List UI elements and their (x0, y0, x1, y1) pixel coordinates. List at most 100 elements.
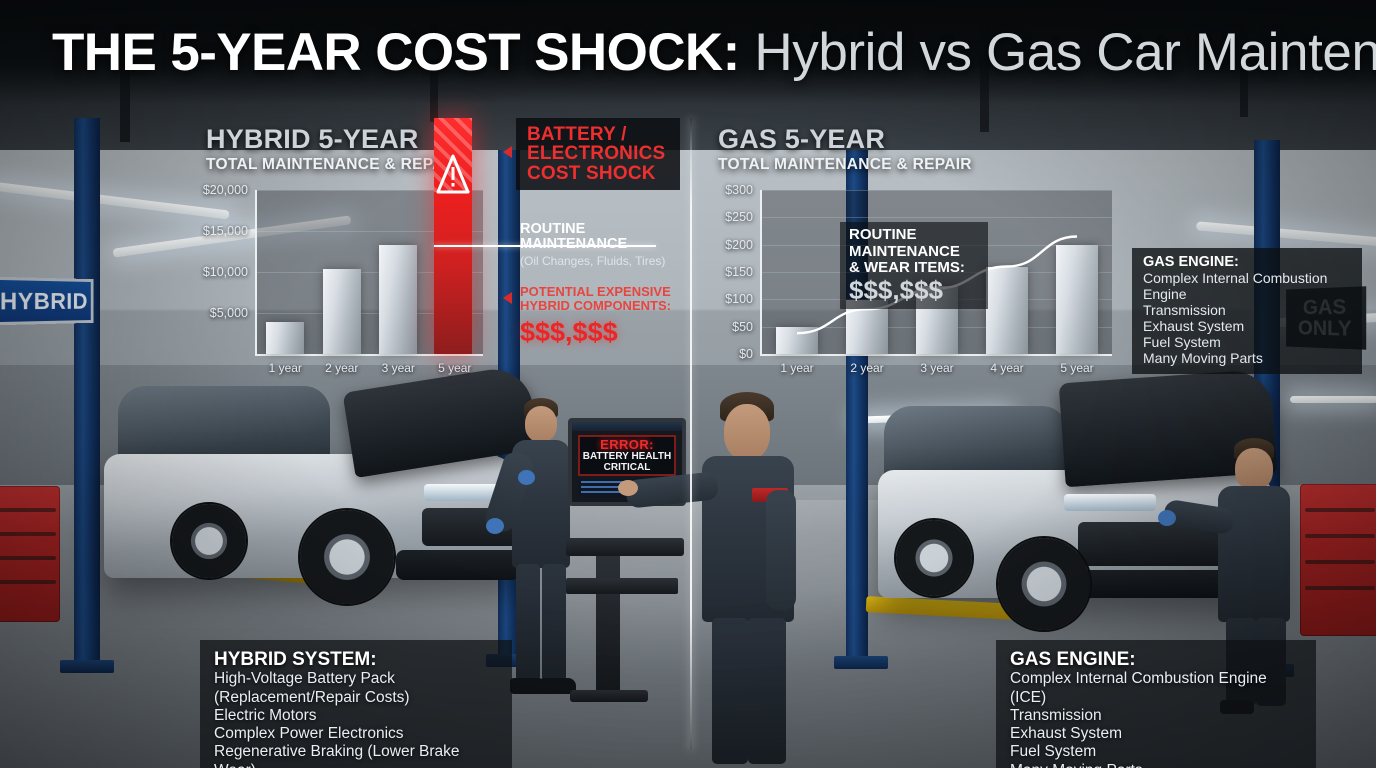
routine-maint-line1: ROUTINE (520, 221, 586, 237)
gas-routine-amount: $$$,$$$ (849, 274, 943, 305)
routine-maint-note: (Oil Changes, Fluids, Tires) (520, 253, 666, 268)
hybrid-system-item: Complex Power Electronics (214, 725, 404, 743)
panel-divider (690, 118, 692, 750)
hybrid-components-callout: POTENTIAL EXPENSIVE HYBRID COMPONENTS: $… (520, 284, 682, 347)
vehicle-headlight (1064, 494, 1156, 511)
page-title: THE 5-YEAR COST SHOCK: Hybrid vs Gas Car… (52, 26, 1376, 79)
hybrid-system-item: High-Voltage Battery Pack (214, 670, 395, 688)
gas-engine-item: Complex Internal Combustion Engine (ICE) (1010, 670, 1267, 706)
technician-leg (712, 618, 748, 764)
monitor-screen: ERROR: BATTERY HEALTH CRITICAL (578, 435, 676, 476)
y-axis-tick-label: $100 (725, 292, 753, 307)
hybrid-components-amount: $$$,$$$ (520, 316, 618, 347)
hybrid-components-line2: HYBRID COMPONENTS: (520, 298, 671, 314)
y-axis-tick-label: $50 (732, 319, 753, 334)
technician-arm (766, 490, 796, 610)
hybrid-bar-5-year-highlight (433, 118, 472, 354)
hybrid-panel-heading: HYBRID 5-YEAR (206, 124, 419, 154)
y-axis-tick-label: $5,000 (209, 306, 248, 320)
monitor-titlebar (572, 422, 682, 431)
gas-engine-item: Fuel System (1010, 743, 1097, 761)
vehicle-bumper (396, 550, 520, 580)
cost-shock-line3: COST SHOCK (527, 162, 656, 184)
gridline (257, 190, 483, 191)
gas-engine-side-item: Exhaust System (1143, 317, 1245, 334)
hybrid-panel-header: HYBRID 5-YEAR TOTAL MAINTENANCE & REPAIR (206, 124, 460, 174)
gas-routine-line1: ROUTINE MAINTENANCE (849, 226, 960, 260)
gridline (762, 190, 1112, 191)
diagnostic-cart-column (596, 556, 620, 696)
x-axis-tick-label: 3 year (920, 361, 954, 375)
gas-panel-subheading: TOTAL MAINTENANCE & REPAIR (718, 156, 972, 173)
ceiling-light (1290, 396, 1376, 403)
gas-vehicle (878, 368, 1278, 648)
diagnostic-cart-shelf (566, 578, 678, 594)
routine-maintenance-callout: ROUTINE MAINTENANCE (Oil Changes, Fluids… (520, 221, 680, 269)
hybrid-panel-subheading: TOTAL MAINTENANCE & REPAIR (206, 156, 460, 173)
warning-triangle-icon (436, 154, 470, 194)
gas-engine-side-callout: GAS ENGINE: Complex Internal Combustion … (1132, 248, 1362, 374)
hybrid-system-summary: HYBRID SYSTEM: High-Voltage Battery Pack… (200, 640, 512, 768)
diagnostic-monitor: ERROR: BATTERY HEALTH CRITICAL (568, 418, 686, 506)
hybrid-system-item: Regenerative Braking (Lower Brake Wear) (214, 743, 460, 768)
technician-glove (518, 470, 535, 485)
hybrid-bay-sign-label: HYBRID (0, 286, 88, 315)
vehicle-wheel (998, 538, 1090, 630)
cost-shock-pointer-arrow (503, 146, 512, 158)
gas-engine-side-item: Transmission (1143, 301, 1226, 318)
x-axis-tick-label: 1 year (780, 361, 814, 375)
monitor-error-line2: CRITICAL (603, 461, 651, 473)
y-axis-tick-label: $150 (725, 265, 753, 279)
lead-technician (618, 392, 820, 764)
gas-engine-item: Many Moving Parts (1010, 762, 1302, 768)
technician-glove (486, 518, 504, 534)
y-axis-tick-label: $15,000 (202, 224, 248, 238)
technician-hand (618, 480, 638, 496)
x-axis-tick-label: 5 year (438, 361, 472, 375)
bar-3-year (379, 244, 418, 354)
gridline (257, 231, 483, 232)
tool-chest (1300, 484, 1376, 636)
x-axis-tick-label: 5 year (1060, 361, 1094, 375)
cost-shock-line2: ELECTRONICS (527, 143, 666, 165)
tool-chest (0, 486, 60, 622)
vehicle-headlight (424, 484, 502, 501)
hybrid-system-heading: HYBRID SYSTEM: (214, 649, 377, 670)
technician-leg (542, 564, 566, 682)
title-light: Hybrid vs Gas Car Maintenance (754, 22, 1376, 82)
gridline (762, 217, 1112, 219)
gas-engine-heading: GAS ENGINE: (1010, 649, 1136, 670)
x-axis-tick-label: 3 year (381, 361, 415, 375)
vehicle-wheel (896, 520, 972, 596)
routine-maint-line2: MAINTENANCE (520, 236, 628, 253)
diagnostic-cart-base (570, 690, 648, 702)
gas-engine-side-item: Fuel System (1143, 333, 1221, 350)
hybrid-bay-sign: HYBRID (0, 276, 94, 326)
monitor-error-heading: ERROR: (600, 436, 654, 452)
y-axis-tick-label: $20,000 (202, 183, 248, 197)
y-axis-tick-label: $300 (725, 183, 753, 197)
x-axis-tick-label: 1 year (268, 361, 302, 375)
bar-1-year (776, 326, 818, 354)
y-axis-tick-label: $250 (725, 210, 753, 225)
gridline (257, 313, 483, 314)
technician-leg (516, 564, 540, 682)
gridline (257, 272, 483, 273)
title-strong: THE 5-YEAR COST SHOCK: (52, 22, 740, 82)
technician-boot (510, 678, 546, 694)
y-axis-tick-label: $10,000 (202, 265, 248, 279)
technician-head (1235, 448, 1273, 490)
technician-coveralls (1218, 486, 1290, 622)
gas-panel-header: GAS 5-YEAR TOTAL MAINTENANCE & REPAIR (718, 124, 972, 174)
technician-head (525, 406, 557, 442)
battery-cost-shock-callout: BATTERY / ELECTRONICS COST SHOCK (516, 118, 680, 191)
gas-engine-side-item: Many Moving Parts (1143, 349, 1263, 366)
cost-shock-line1: BATTERY / (527, 124, 627, 145)
gas-routine-callout: ROUTINE MAINTENANCE & WEAR ITEMS: $$$,$$… (840, 222, 988, 309)
hybrid-system-item: (Replacement/Repair Costs) (214, 688, 410, 706)
vehicle-wheel (172, 504, 246, 578)
hybrid-components-line1: POTENTIAL EXPENSIVE (520, 284, 671, 299)
vehicle-lift-foot (60, 660, 114, 673)
